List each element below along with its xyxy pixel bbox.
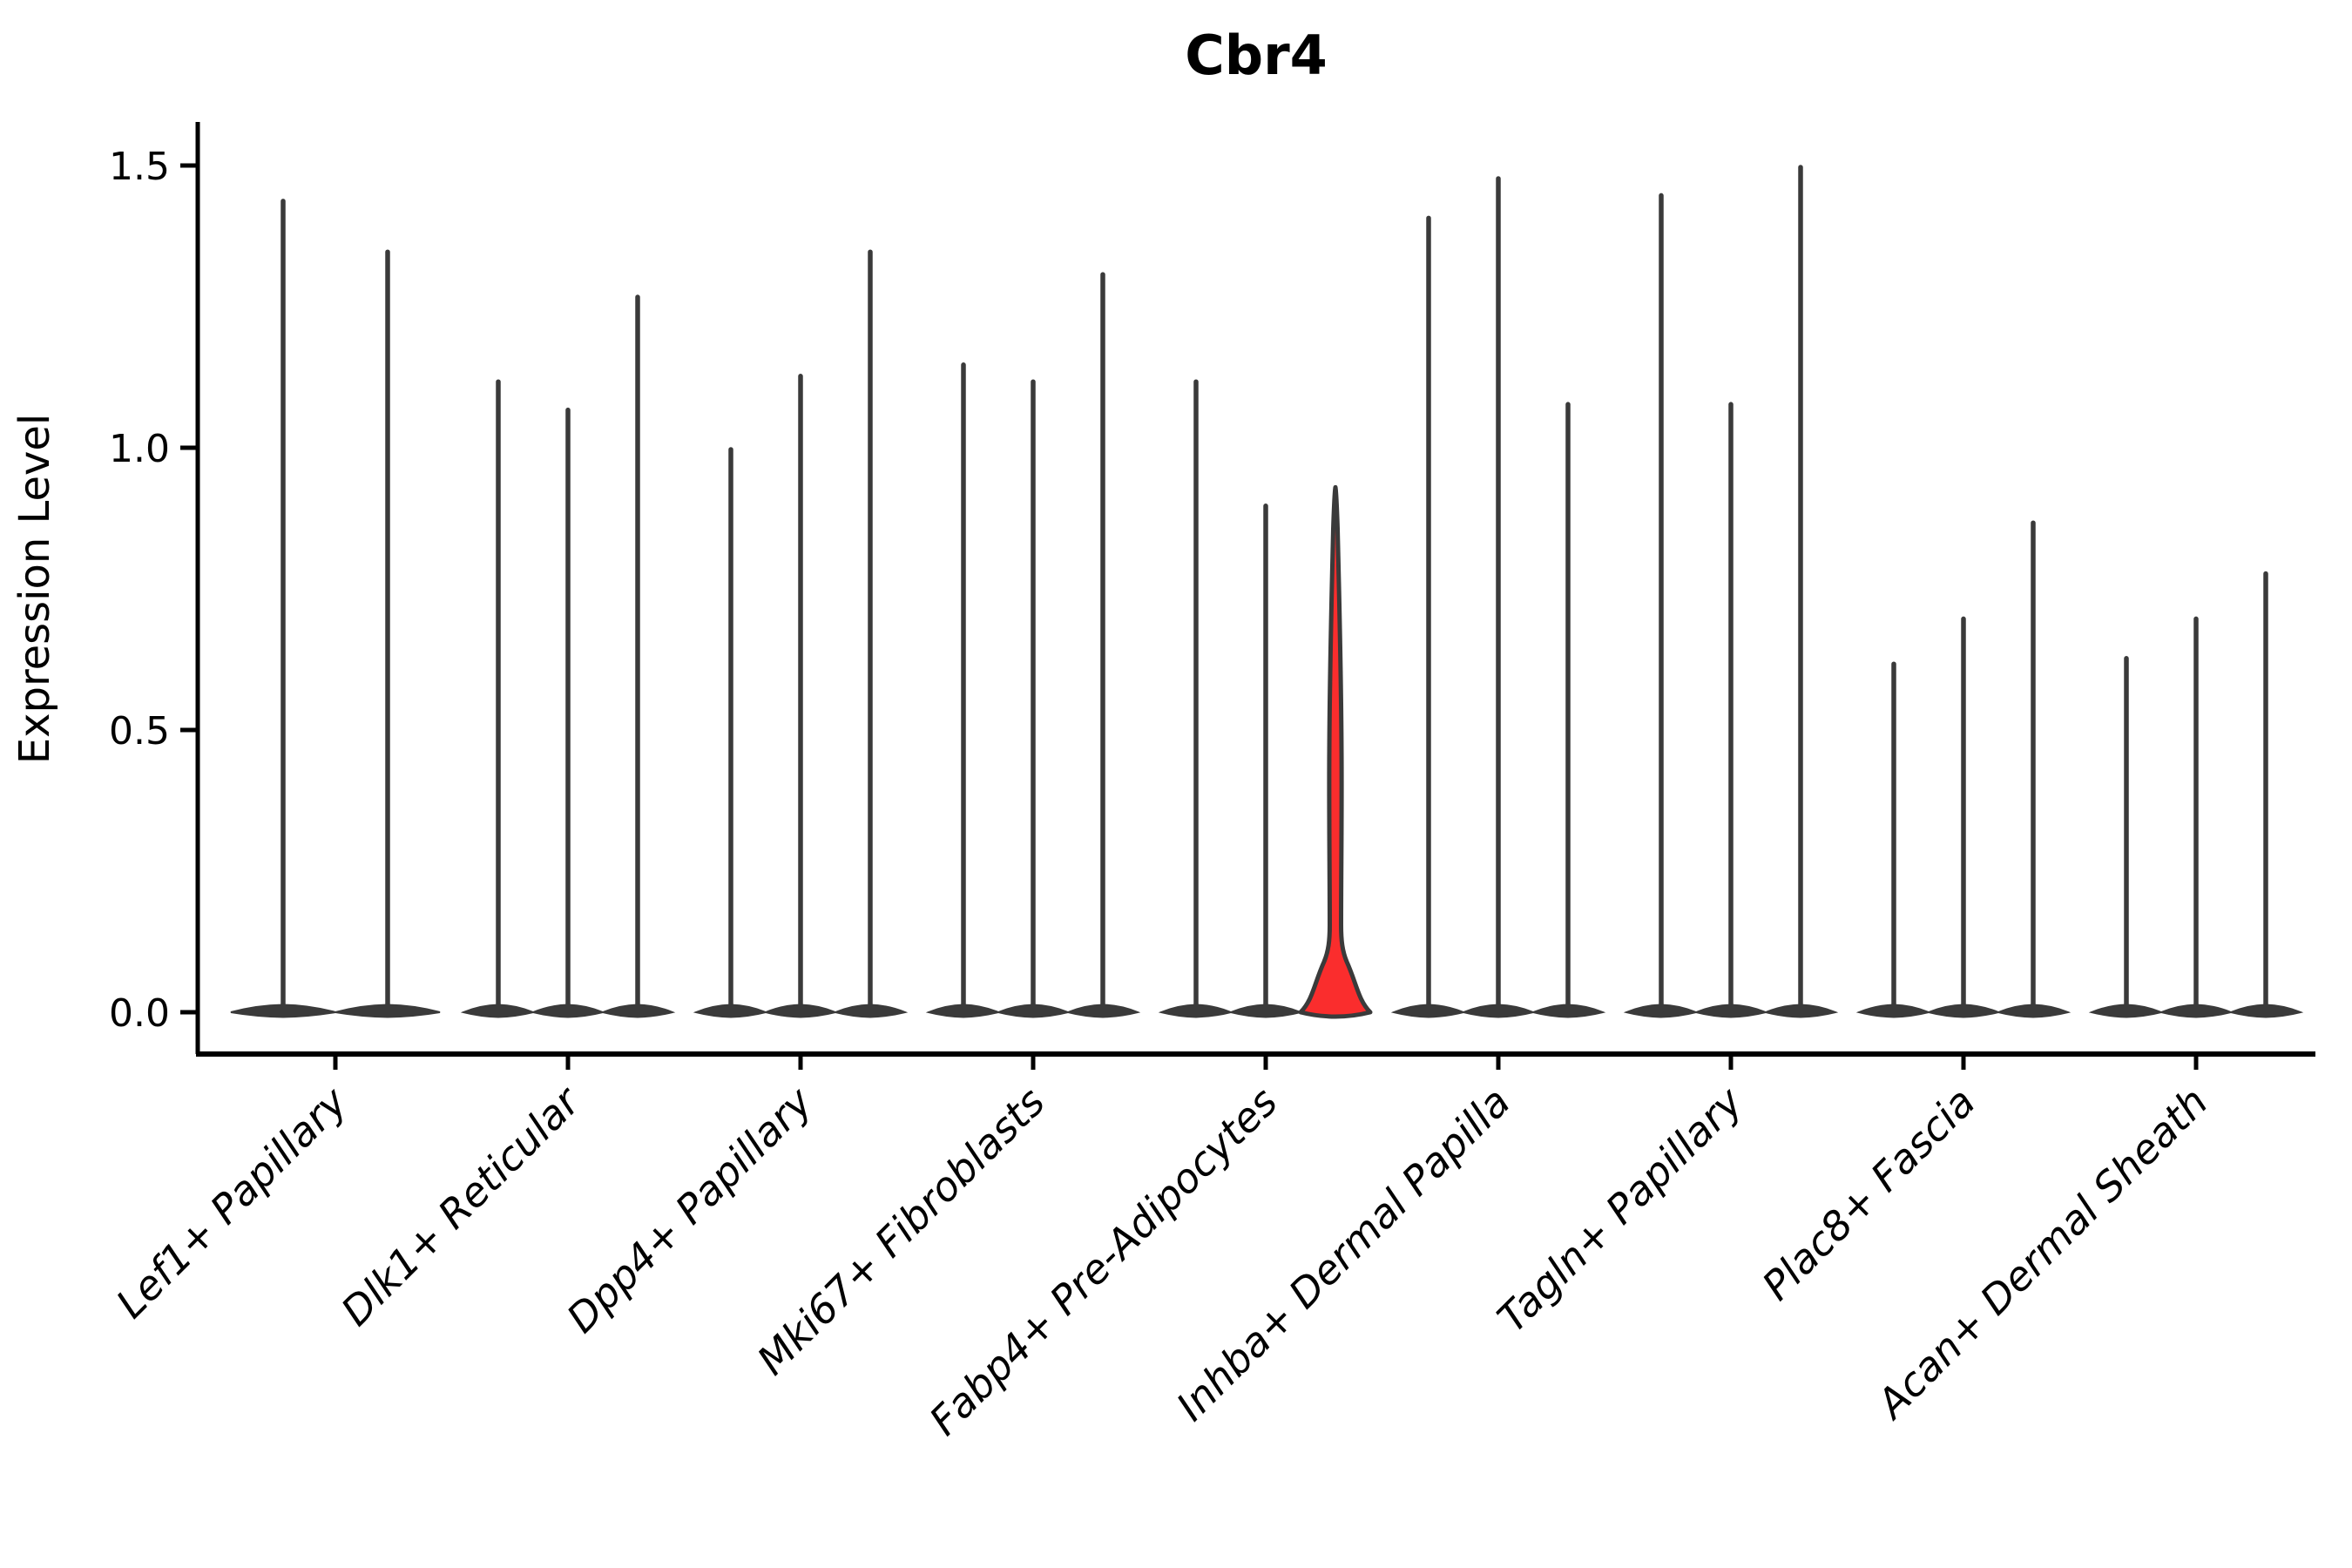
plot-title: Cbr4 bbox=[1185, 24, 1328, 87]
x-tick-label: Dlk1+ Reticular bbox=[332, 1076, 591, 1335]
y-tick-label: 0.5 bbox=[109, 709, 170, 754]
x-tick-label: Lef1+ Papillary bbox=[107, 1078, 356, 1327]
y-tick-label: 1.5 bbox=[109, 145, 170, 189]
x-tick-label: Dpp4+ Papillary bbox=[558, 1078, 821, 1342]
y-tick-label: 0.0 bbox=[109, 991, 170, 1036]
x-tick-label: Tagln+ Papillary bbox=[1488, 1078, 1752, 1342]
y-axis-label: Expression Level bbox=[10, 414, 59, 765]
violin-layer bbox=[230, 165, 2304, 1019]
highlighted-violin bbox=[1298, 484, 1373, 1019]
y-tick-label: 1.0 bbox=[109, 427, 170, 471]
x-tick-label: Plac8+ Fascia bbox=[1753, 1078, 1984, 1309]
